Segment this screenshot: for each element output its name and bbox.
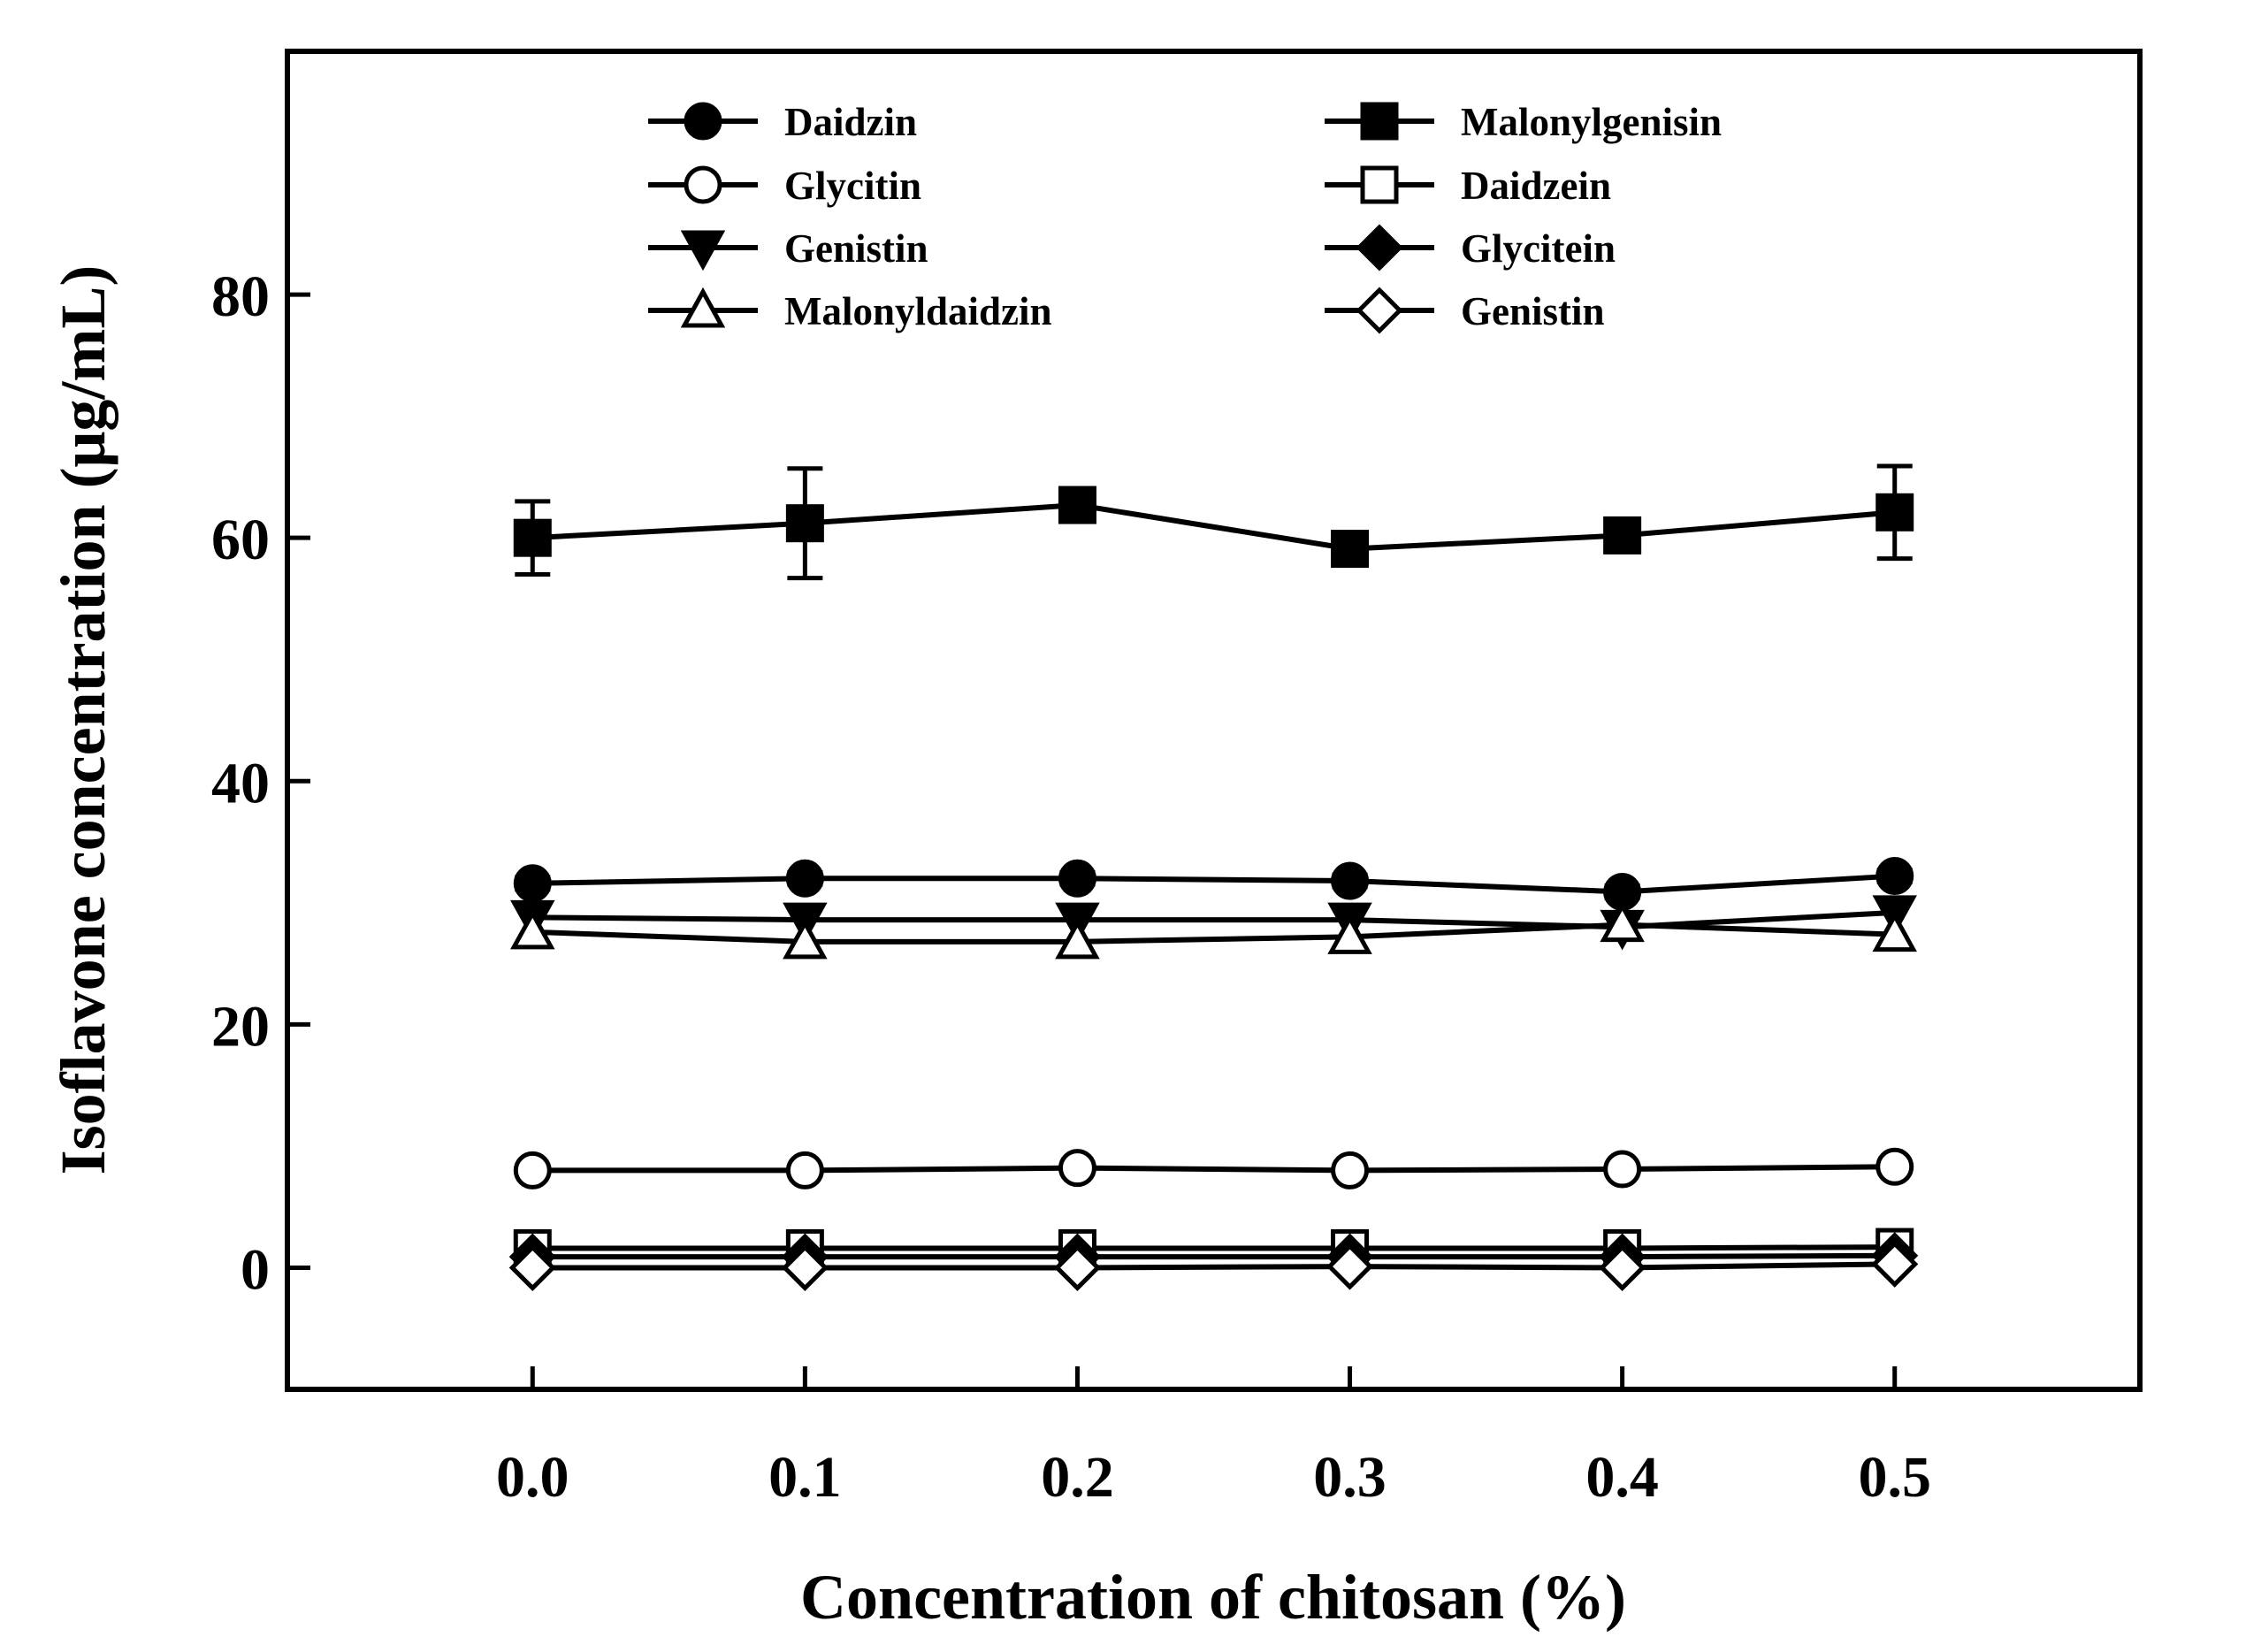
data-point: [513, 518, 552, 557]
x-tick-label: 0.2: [1041, 1445, 1114, 1510]
data-point: [1058, 1149, 1096, 1188]
series-genistin-7: [508, 1240, 1919, 1291]
data-point: [785, 504, 824, 543]
legend-entry: Daidzein: [1325, 164, 1611, 208]
legend-label: Genistin: [1461, 289, 1605, 333]
data-point: [783, 918, 828, 960]
legend-label: Glycitein: [1461, 226, 1616, 271]
legend-marker: [1356, 287, 1403, 334]
data-point: [1326, 1243, 1374, 1290]
legend-label: Daidzin: [784, 100, 917, 144]
data-point: [513, 864, 552, 903]
data-point: [1331, 861, 1370, 900]
data-point: [1875, 1147, 1914, 1186]
y-tick-label: 80: [211, 264, 270, 329]
data-point: [1327, 914, 1372, 954]
legend-label: Glycitin: [784, 164, 921, 208]
axis-layer: 0.0 0.1 0.2 0.3 0.4 0.5 0 20 40 60 80: [211, 264, 1931, 1510]
x-axis-title: Concentration of chitosan (%): [800, 1562, 1626, 1633]
legend-label: Malonylgenisin: [1461, 100, 1722, 144]
legend-entry: Malonyldaidzin: [648, 287, 1052, 333]
x-tick-label: 0.1: [768, 1445, 842, 1510]
data-point: [1871, 1240, 1919, 1288]
series-glycitin-1: [513, 1147, 1914, 1189]
legend-entry: Daidzin: [648, 100, 917, 144]
series-daidzin-0: [513, 857, 1914, 911]
series-layer: [508, 463, 1919, 1291]
data-point: [1599, 1243, 1646, 1291]
data-point: [781, 1243, 829, 1291]
x-tick-label: 0.0: [496, 1445, 569, 1510]
legend: Daidzin Glycitin Genistin Malonyldaidzin Mal…: [648, 100, 1722, 334]
series-line: [532, 1164, 1895, 1174]
data-point: [1600, 901, 1645, 943]
series-line: [532, 1244, 1895, 1251]
x-tick-label: 0.5: [1858, 1445, 1931, 1510]
legend-marker: [684, 165, 722, 204]
legend-entry: Genistin: [648, 226, 928, 272]
y-axis-title: Isoflavone concentration (μg/mL): [48, 265, 118, 1175]
data-point: [785, 1151, 824, 1189]
plot-frame: [285, 49, 2143, 1392]
data-point: [1053, 1243, 1101, 1291]
legend-entry: Genistin: [1325, 287, 1605, 334]
legend-marker: [1360, 102, 1399, 141]
legend-entry: Malonylgenisin: [1325, 100, 1722, 144]
data-point: [1058, 486, 1096, 524]
series-line: [532, 1252, 1895, 1260]
y-tick-label: 40: [211, 751, 270, 815]
legend-label: Genistin: [784, 226, 928, 271]
x-tick-label: 0.4: [1585, 1445, 1659, 1510]
series-line: [532, 502, 1895, 552]
data-point: [508, 1243, 556, 1291]
data-point: [510, 908, 555, 950]
y-tick-label: 20: [211, 994, 270, 1059]
series-malonylgenisin-4: [513, 463, 1914, 581]
data-point: [1055, 918, 1100, 960]
legend-entry: Glycitin: [648, 164, 921, 208]
y-tick-label: 0: [241, 1237, 270, 1302]
legend-marker: [680, 230, 726, 272]
data-point: [1872, 911, 1917, 952]
legend-entry: Glycitein: [1325, 224, 1616, 272]
legend-marker: [1356, 224, 1403, 272]
x-tick-label: 0.3: [1313, 1445, 1387, 1510]
data-point: [1058, 859, 1096, 898]
legend-marker: [1360, 165, 1399, 204]
data-point: [1875, 857, 1914, 896]
legend-marker: [680, 287, 726, 328]
data-point: [1875, 493, 1914, 532]
series-malonyldaidzin-3: [510, 901, 1917, 960]
series-line: [532, 873, 1895, 895]
data-point: [1603, 516, 1642, 554]
legend-marker: [684, 102, 722, 141]
legend-label: Malonyldaidzin: [784, 289, 1052, 333]
series-line: [532, 1261, 1895, 1271]
data-point: [513, 1151, 552, 1189]
series-line: [532, 922, 1895, 945]
legend-label: Daidzein: [1461, 164, 1611, 208]
data-point: [1331, 1151, 1370, 1189]
data-point: [1331, 530, 1370, 569]
y-tick-label: 60: [211, 508, 270, 572]
data-point: [1603, 1150, 1642, 1189]
data-point: [785, 859, 824, 898]
